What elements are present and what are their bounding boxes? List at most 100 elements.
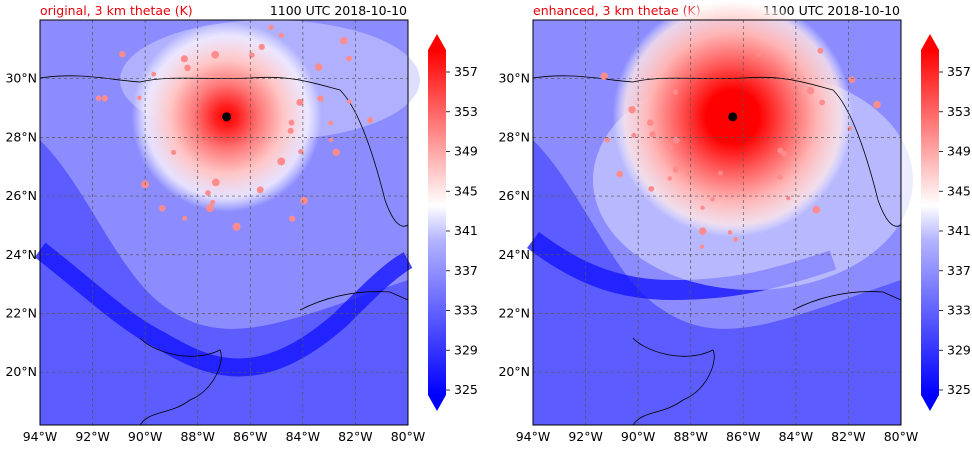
convective-cell [699, 244, 705, 249]
convective-cell [686, 168, 694, 176]
lat-ticks: 20°N 22°N 24°N 26°N 28°N 30°N [498, 71, 530, 379]
lat-ticks: 20°N 22°N 24°N 26°N 28°N 30°N [5, 71, 37, 379]
convective-cell [667, 144, 674, 151]
convective-cell [268, 24, 274, 30]
convective-cell [315, 63, 323, 71]
low-thetae-region [533, 140, 901, 425]
panel-title-right: 1100 UTC 2018-10-10 [270, 3, 407, 18]
convective-cell [277, 157, 286, 166]
convective-cell [289, 215, 296, 222]
convective-cell [873, 100, 881, 109]
dry-band [34, 242, 413, 377]
lat-tick-label: 20°N [5, 364, 37, 379]
convective-cell [159, 205, 166, 212]
colorbar-label: 333 [454, 303, 478, 318]
lon-ticks: 94°W 92°W 90°W 88°W 86°W 84°W 82°W 80°W [516, 429, 919, 444]
convective-cell [733, 237, 739, 242]
lat-tick-label: 22°N [5, 305, 37, 320]
convective-cell [256, 186, 264, 194]
colorbar-label: 337 [454, 263, 478, 278]
convective-cell [647, 119, 654, 126]
colorbar-max-arrow [921, 34, 939, 50]
map-panel-enhanced: enhanced, 3 km thetae (K) 1100 UTC 2018-… [498, 0, 918, 444]
convective-cell [287, 127, 294, 134]
convective-cell [210, 199, 216, 205]
coastline [39, 75, 409, 227]
convective-cell [672, 136, 680, 144]
convective-cell [232, 222, 241, 231]
colorbar-body [428, 50, 446, 395]
lon-tick-label: 86°W [233, 429, 268, 444]
colorbar-original: 357 353 349 345 341 337 333 329 325 [428, 34, 478, 411]
convective-cell [211, 178, 220, 187]
lat-tick-label: 26°N [498, 188, 530, 203]
colorbar-min-arrow [428, 395, 446, 411]
convective-cell [667, 176, 672, 181]
map-panel-original: original, 3 km thetae (K) 1100 UTC 2018-… [5, 3, 425, 444]
storm-center-marker [222, 112, 232, 122]
convective-cell [616, 170, 623, 178]
colorbar-label: 353 [947, 104, 971, 119]
convective-cell [151, 71, 157, 77]
convective-cell [95, 95, 102, 101]
convective-cell [727, 230, 733, 235]
convective-cell [718, 170, 723, 176]
lon-tick-label: 84°W [286, 429, 321, 444]
map-area [527, 0, 913, 426]
lat-tick-label: 24°N [498, 247, 530, 262]
lat-tick-label: 22°N [498, 305, 530, 320]
lat-tick-label: 30°N [5, 71, 37, 86]
convective-cell [206, 204, 214, 212]
convective-cell [649, 131, 656, 138]
convective-cell [848, 76, 856, 84]
colorbar-label: 349 [947, 144, 971, 159]
lon-tick-label: 92°W [75, 429, 110, 444]
convective-cell [332, 148, 340, 157]
colorbar-label: 329 [947, 342, 971, 357]
convective-cell [119, 51, 126, 58]
lon-tick-label: 90°W [621, 429, 656, 444]
colorbar-labels: 357 353 349 345 341 337 333 329 325 [446, 64, 478, 397]
convective-cell [211, 50, 220, 59]
convective-cell [777, 147, 784, 154]
colorbar-label: 357 [454, 64, 478, 79]
convective-cell [710, 197, 715, 202]
convective-cell [340, 36, 348, 45]
convective-cell [812, 206, 821, 214]
convective-cell [672, 167, 679, 173]
convective-cell [600, 72, 608, 80]
convective-cell [346, 55, 352, 62]
gridlines [533, 20, 901, 425]
convective-cell [786, 195, 791, 201]
yucatan-coastline [632, 337, 715, 426]
colorbar-label: 337 [947, 263, 971, 278]
convective-cell [328, 137, 334, 143]
lat-tick-label: 28°N [5, 129, 37, 144]
convective-cell [205, 190, 211, 196]
lat-tick-label: 26°N [5, 188, 37, 203]
convective-cell [184, 64, 191, 72]
convective-cell [648, 185, 655, 192]
lon-tick-label: 80°W [391, 429, 426, 444]
gridlines [40, 20, 408, 425]
lon-tick-label: 92°W [568, 429, 603, 444]
colorbar-labels: 357 353 349 345 341 337 333 329 325 [939, 64, 971, 397]
colorbar-label: 357 [947, 64, 971, 79]
convective-cell [278, 32, 284, 38]
lon-ticks: 94°W 92°W 90°W 88°W 86°W 84°W 82°W 80°W [23, 429, 426, 444]
lon-tick-label: 88°W [673, 429, 708, 444]
convective-cell [756, 52, 762, 58]
convective-cell [347, 99, 352, 104]
colorbar-label: 329 [454, 342, 478, 357]
colorbar-label: 349 [454, 144, 478, 159]
lat-tick-label: 28°N [498, 129, 530, 144]
colorbar-label: 345 [947, 183, 971, 198]
lat-tick-label: 20°N [498, 364, 530, 379]
convective-cell [604, 137, 611, 143]
convective-cell [672, 89, 679, 95]
lat-tick-label: 30°N [498, 71, 530, 86]
map-frame [532, 19, 902, 426]
lon-tick-label: 94°W [23, 429, 58, 444]
cuba-coastline [299, 291, 409, 311]
